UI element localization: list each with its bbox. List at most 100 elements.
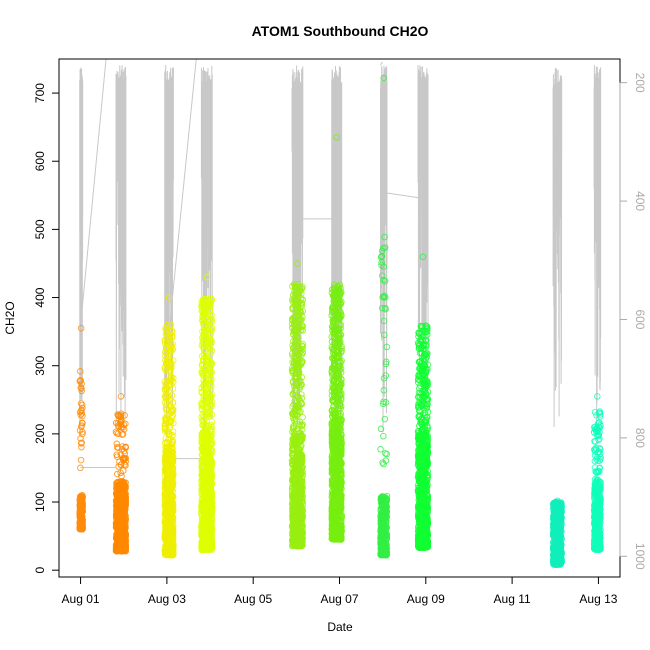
data-point [161,550,169,557]
data-point [113,543,121,551]
data-point [77,411,84,419]
data-point [162,402,170,409]
data-point [77,384,85,391]
data-point [116,497,124,505]
data-point [78,443,85,451]
data-point [79,430,86,438]
data-point [78,439,85,446]
data-point [169,492,176,500]
data-point [166,550,173,557]
data-point [164,536,171,544]
data-point [168,364,175,372]
data-point [162,456,170,464]
data-point [164,355,172,363]
altitude-transit-lines [80,59,558,468]
data-point [122,479,129,486]
chart-title: ATOM1 Southbound CH2O [252,23,429,39]
data-point [164,523,171,531]
data-point [113,488,121,495]
data-point [168,525,176,532]
data-point [117,418,125,425]
data-point [166,330,174,338]
data-point [118,519,125,526]
data-point [78,387,85,395]
data-point [121,547,128,554]
data-point [78,380,85,388]
data-point [112,419,120,427]
data-point [170,374,177,382]
altitude-track-1 [79,67,84,437]
flight-series-4 [198,273,216,553]
data-point [162,465,169,472]
data-point [116,498,123,505]
data-point [169,453,177,461]
data-point [117,393,125,400]
data-point [115,463,122,470]
data-point-layer [76,74,604,568]
data-point [163,325,170,333]
data-point [161,378,169,385]
flight-series-2 [112,393,130,555]
data-point [120,447,128,455]
data-point [113,523,120,531]
data-point [169,475,176,482]
data-point [161,364,169,371]
data-point [115,544,122,552]
data-point [163,329,170,336]
data-point [117,521,125,529]
data-point [162,325,169,332]
altitude-track-6 [331,65,343,436]
altitude-track-4 [200,65,213,434]
data-point [114,484,122,492]
altitude-track-9 [552,68,563,428]
data-point [167,321,175,329]
data-point [162,443,169,451]
data-point [77,464,84,472]
data-point [162,543,170,550]
data-point [167,368,174,376]
data-point [164,526,171,533]
data-point [78,525,85,532]
data-point [164,488,171,495]
data-point [77,495,85,503]
data-point [115,538,123,545]
data-point [77,324,85,332]
data-point [168,414,176,422]
data-point [168,344,176,352]
data-point [169,412,176,419]
data-point [161,387,169,394]
data-point [78,494,86,502]
data-point [163,322,171,329]
data-point [167,402,174,410]
data-point [163,378,171,385]
data-point [77,368,84,375]
flight-series-3 [161,294,177,559]
data-point [113,451,120,458]
data-point [77,493,84,500]
data-point [115,444,122,452]
data-point [119,430,127,438]
data-point [118,546,126,554]
data-point [166,530,173,537]
data-point [164,359,171,366]
data-point [119,443,126,450]
data-point [163,440,171,447]
data-point [121,495,128,503]
data-point [161,530,169,538]
data-point [122,524,129,532]
data-point [119,491,127,498]
altitude-track-8 [417,65,429,427]
data-point [122,543,129,551]
data-point [167,538,174,545]
altitude-track-2 [115,65,127,425]
data-point [113,429,120,437]
data-point [77,456,85,464]
data-point [77,517,84,525]
data-point [121,450,128,457]
data-point [163,549,170,557]
data-point [116,481,123,489]
data-point [166,335,174,343]
data-point [122,482,129,490]
data-point [78,422,86,429]
